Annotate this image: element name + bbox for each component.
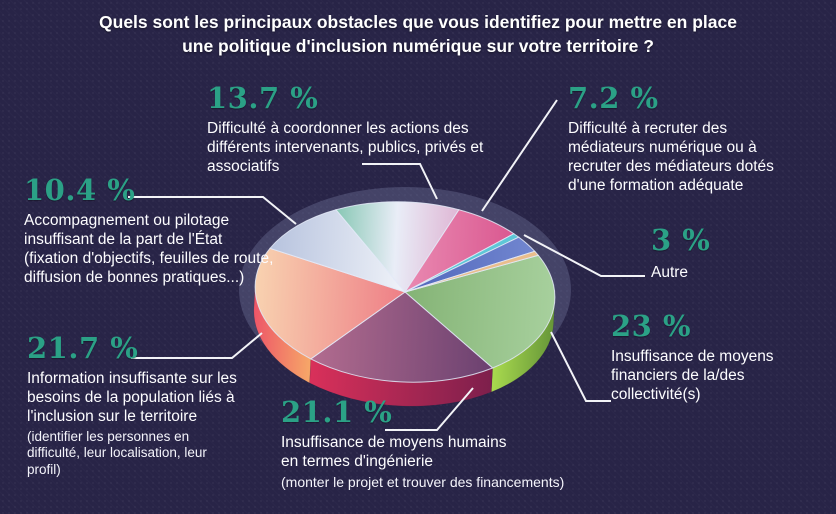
pie-slice	[335, 201, 460, 293]
slice-description-detail: (monter le projet et trouver des finance…	[281, 473, 565, 490]
label-block-23: 23 % Insuffisance de moyens financiers d…	[611, 312, 816, 405]
slice-description: Difficulté à coordonner les actions des …	[207, 120, 484, 175]
chart-title: Quels sont les principaux obstacles que …	[99, 12, 737, 57]
slice-description-detail: (identifier les personnes en difficulté,…	[27, 428, 207, 477]
callout-line	[385, 387, 474, 431]
percent-value: 21.1 %	[281, 395, 393, 429]
pie-slice	[403, 254, 556, 369]
callout-line	[523, 234, 645, 277]
pie-slice	[269, 209, 407, 294]
label-block-21-1: 21.1 % Insuffisance de moyens humains en…	[281, 398, 626, 491]
slice-description: Insuffisance de moyens financiers de la/…	[611, 348, 774, 403]
label-block-3: 3 % Autre	[651, 226, 771, 283]
label-block-10-4: 10.4 % Accompagnement ou pilotage insuff…	[24, 176, 286, 288]
percent-value: 10.4 %	[24, 173, 136, 207]
slice-description: Autre	[651, 264, 689, 281]
slice-description: Information insuffisante sur les besoins…	[27, 370, 237, 425]
label-block-7-2: 7.2 % Difficulté à recruter des médiateu…	[568, 84, 788, 196]
slice-description: Insuffisance de moyens humains en termes…	[281, 434, 507, 470]
pie-slice	[309, 291, 494, 383]
pie-separator-sliver	[404, 250, 540, 293]
percent-value: 13.7 %	[207, 81, 319, 115]
pie-slice	[254, 247, 407, 360]
percent-value: 3 %	[651, 223, 711, 257]
slice-description: Difficulté à recruter des médiateurs num…	[568, 120, 774, 194]
callout-line	[362, 163, 438, 200]
callout-line	[550, 331, 611, 402]
label-block-13-7: 13.7 % Difficulté à coordonner les actio…	[207, 84, 499, 177]
percent-value: 7.2 %	[568, 81, 659, 115]
percent-value: 23 %	[611, 309, 692, 343]
callout-line	[128, 196, 297, 225]
label-block-21-7: 21.7 % Information insuffisante sur les …	[27, 334, 289, 478]
callout-line	[481, 99, 558, 212]
slice-description: Accompagnement ou pilotage insuffisant d…	[24, 212, 274, 286]
callout-line	[131, 332, 263, 359]
percent-value: 21.7 %	[27, 331, 139, 365]
